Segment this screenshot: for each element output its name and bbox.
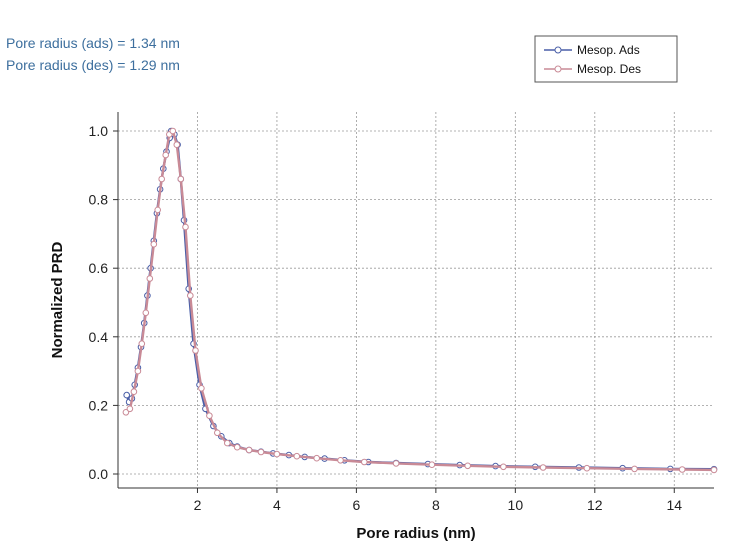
data-point — [539, 464, 547, 471]
series-des — [122, 127, 718, 474]
data-point — [130, 388, 138, 396]
data-point — [173, 141, 181, 148]
x-tick-label: 10 — [508, 497, 524, 513]
annotation-ads-pore-radius: Pore radius (ads) = 1.34 nm — [6, 35, 180, 51]
legend-label: Mesop. Ads — [577, 43, 640, 57]
x-tick-label: 12 — [587, 497, 603, 513]
y-axis-ticks: 0.0 0.2 0.4 0.6 0.8 1.0 — [89, 123, 118, 482]
data-point — [428, 461, 436, 469]
y-tick-label: 0.2 — [89, 397, 109, 413]
data-point — [678, 466, 686, 473]
data-point — [126, 405, 134, 413]
data-point — [177, 175, 185, 183]
data-point — [464, 462, 472, 470]
data-point — [150, 240, 158, 248]
legend-swatch-marker — [554, 46, 562, 54]
y-tick-label: 0.0 — [89, 466, 109, 482]
data-point — [583, 464, 591, 472]
plot-background — [118, 112, 714, 488]
data-point — [214, 429, 221, 437]
data-point — [182, 223, 189, 231]
y-tick-label: 0.6 — [89, 260, 109, 276]
data-point — [169, 127, 177, 135]
annotation-des-pore-radius: Pore radius (des) = 1.29 nm — [6, 57, 180, 73]
y-tick-label: 0.8 — [89, 192, 109, 208]
data-point — [122, 409, 130, 416]
y-tick-label: 0.4 — [89, 329, 109, 345]
data-point — [224, 439, 231, 447]
legend-label: Mesop. Des — [577, 62, 641, 76]
data-point — [123, 391, 130, 399]
legend-item: Mesop. Ads — [544, 43, 640, 57]
legend-swatch-marker — [554, 65, 562, 73]
x-axis-title: Pore radius (nm) — [356, 525, 475, 542]
data-point — [245, 446, 253, 454]
data-point — [206, 412, 213, 420]
data-point — [337, 457, 344, 464]
plot-area: 2 4 6 8 10 12 14 0.0 0.2 0.4 0.6 0.8 1.0 — [89, 112, 718, 513]
data-point — [257, 448, 265, 456]
annotation-block: Pore radius (ads) = 1.34 nm Pore radius … — [6, 35, 180, 73]
x-tick-label: 4 — [273, 497, 281, 513]
legend-item: Mesop. Des — [544, 62, 641, 76]
x-tick-label: 2 — [194, 497, 202, 513]
grid-lines — [118, 112, 714, 488]
x-tick-label: 14 — [666, 497, 682, 513]
y-axis-title: Normalized PRD — [49, 241, 66, 358]
data-point — [631, 465, 638, 473]
data-point — [154, 206, 161, 214]
data-point — [158, 175, 165, 183]
data-point — [273, 450, 281, 458]
data-point — [192, 347, 199, 354]
data-point — [146, 275, 154, 282]
data-point — [313, 454, 321, 462]
data-point — [392, 460, 400, 467]
legend: Mesop. Ads Mesop. Des — [534, 35, 678, 83]
data-point — [138, 340, 146, 348]
x-axis-ticks: 2 4 6 8 10 12 14 — [194, 488, 682, 513]
series-layer — [122, 127, 718, 474]
data-point — [500, 463, 507, 471]
data-point — [710, 466, 718, 474]
data-point — [134, 367, 142, 375]
data-point — [361, 458, 368, 466]
y-tick-label: 1.0 — [89, 123, 109, 139]
data-point — [198, 385, 205, 392]
legend-box — [534, 35, 678, 83]
data-point — [142, 309, 150, 317]
data-point — [293, 452, 301, 460]
data-point — [233, 443, 241, 451]
x-tick-label: 6 — [353, 497, 361, 513]
data-point — [187, 292, 194, 299]
x-tick-label: 8 — [432, 497, 440, 513]
data-point — [162, 151, 169, 159]
